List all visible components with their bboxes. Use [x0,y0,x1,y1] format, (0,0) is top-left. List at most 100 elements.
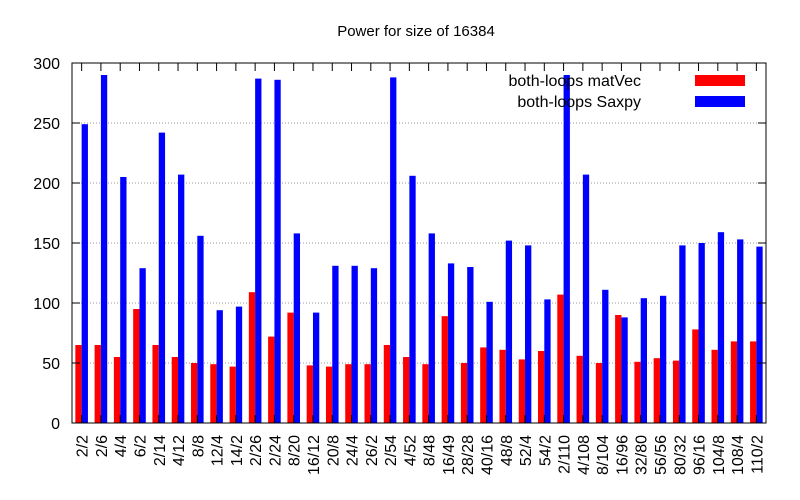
bar-matvec [634,361,641,423]
legend-swatch [695,96,745,107]
bar-saxpy [390,77,397,424]
bar-matvec [692,329,699,423]
bar-saxpy [428,233,435,423]
bar-saxpy [563,75,570,423]
x-tick-label: 4/52 [402,435,419,466]
bar-matvec [672,360,680,423]
bar-matvec [595,363,603,423]
bar-matvec [268,336,275,423]
x-tick-label: 8/104 [595,435,612,475]
bar-saxpy [100,75,108,423]
bar-matvec [325,366,333,423]
bar-matvec [191,363,198,423]
x-tick-label: 52/4 [518,435,535,466]
y-tick-label: 150 [33,236,60,253]
bar-saxpy [525,245,532,423]
bar-matvec [557,294,564,423]
bar-matvec [248,292,256,423]
bar-saxpy [216,310,223,423]
x-tick-label: 12/4 [210,435,227,466]
bar-saxpy [544,299,551,423]
x-tick-label: 8/8 [190,435,207,457]
bar-matvec [287,312,294,423]
legend-label: both-loops matVec [508,73,641,90]
bar-saxpy [235,306,243,423]
x-tick-label: 20/8 [325,435,342,466]
bar-saxpy [602,289,609,423]
bar-matvec [615,315,622,423]
x-tick-label: 108/4 [730,435,747,475]
y-tick-label: 300 [33,56,60,73]
bar-saxpy [293,233,300,423]
x-tick-label: 16/49 [441,435,458,475]
x-tick-label: 2/14 [152,435,169,466]
x-tick-label: 8/20 [287,435,304,466]
bar-saxpy [582,174,590,423]
y-tick-label: 0 [51,416,60,433]
bar-saxpy [679,245,686,423]
bar-saxpy [640,298,647,423]
x-axis: 2/2 2/6 4/4 6/2 2/14 4/12 8/8 12/4 14/2 2/26 2/24 8… [75,63,766,475]
x-tick-label: 96/16 [692,435,709,475]
bar-saxpy [312,312,320,423]
x-tick-label: 2/26 [248,435,265,466]
bar-saxpy [621,317,628,423]
y-tick-label: 200 [33,176,60,193]
x-tick-label: 40/16 [479,435,496,475]
bar-matvec [441,316,448,423]
bar-saxpy [737,239,744,423]
bar-matvec [229,366,236,423]
bar-matvec [210,364,217,423]
legend-label: both-loops Saxpy [517,94,641,111]
chart-title: Power for size of 16384 [337,23,495,40]
x-tick-label: 8/48 [422,435,439,466]
bar-saxpy [197,235,204,423]
x-tick-label: 104/8 [711,435,728,475]
bar-saxpy [486,301,493,423]
x-tick-label: 16/12 [306,435,323,475]
x-tick-label: 4/4 [113,435,130,457]
bar-matvec [113,357,121,423]
bar-saxpy [158,132,166,423]
legend: both-loops matVec both-loops Saxpy [508,73,745,111]
bar-matvec [364,364,371,423]
x-tick-label: 2/24 [267,435,284,466]
bar-saxpy [139,268,146,423]
x-tick-label: 6/2 [132,435,149,457]
bar-saxpy [717,232,725,423]
bar-matvec [750,341,757,423]
bar-saxpy [81,124,88,423]
y-tick-label: 250 [33,116,60,133]
bar-matvec [403,357,410,423]
bar-matvec [422,364,429,423]
x-tick-label: 28/28 [460,435,477,475]
y-tick-label: 100 [33,296,60,313]
bar-matvec [133,309,140,423]
bar-matvec [460,363,468,423]
x-tick-label: 54/2 [537,435,554,466]
bar-matvec [171,357,179,423]
bar-saxpy [447,263,455,423]
x-tick-label: 2/2 [75,435,92,457]
bars [75,75,763,424]
bar-saxpy [120,177,127,423]
bar-matvec [499,349,506,423]
bar-matvec [152,345,159,423]
bar-matvec [538,351,545,423]
bar-matvec [94,345,101,423]
bar-saxpy [698,243,705,423]
x-tick-label: 80/32 [672,435,689,475]
x-tick-label: 16/96 [614,435,631,475]
x-tick-label: 48/8 [499,435,516,466]
bar-matvec [480,347,487,423]
bar-matvec [518,359,526,423]
x-tick-label: 2/54 [383,435,400,466]
bar-matvec [576,355,583,423]
x-tick-label: 2/6 [94,435,111,457]
bar-saxpy [409,175,416,423]
bar-saxpy [505,240,513,423]
y-tick-label: 50 [42,356,60,373]
bar-matvec [711,349,718,423]
x-tick-label: 24/4 [345,435,362,466]
